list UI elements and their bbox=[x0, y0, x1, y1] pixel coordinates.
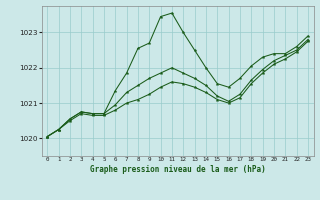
X-axis label: Graphe pression niveau de la mer (hPa): Graphe pression niveau de la mer (hPa) bbox=[90, 165, 266, 174]
